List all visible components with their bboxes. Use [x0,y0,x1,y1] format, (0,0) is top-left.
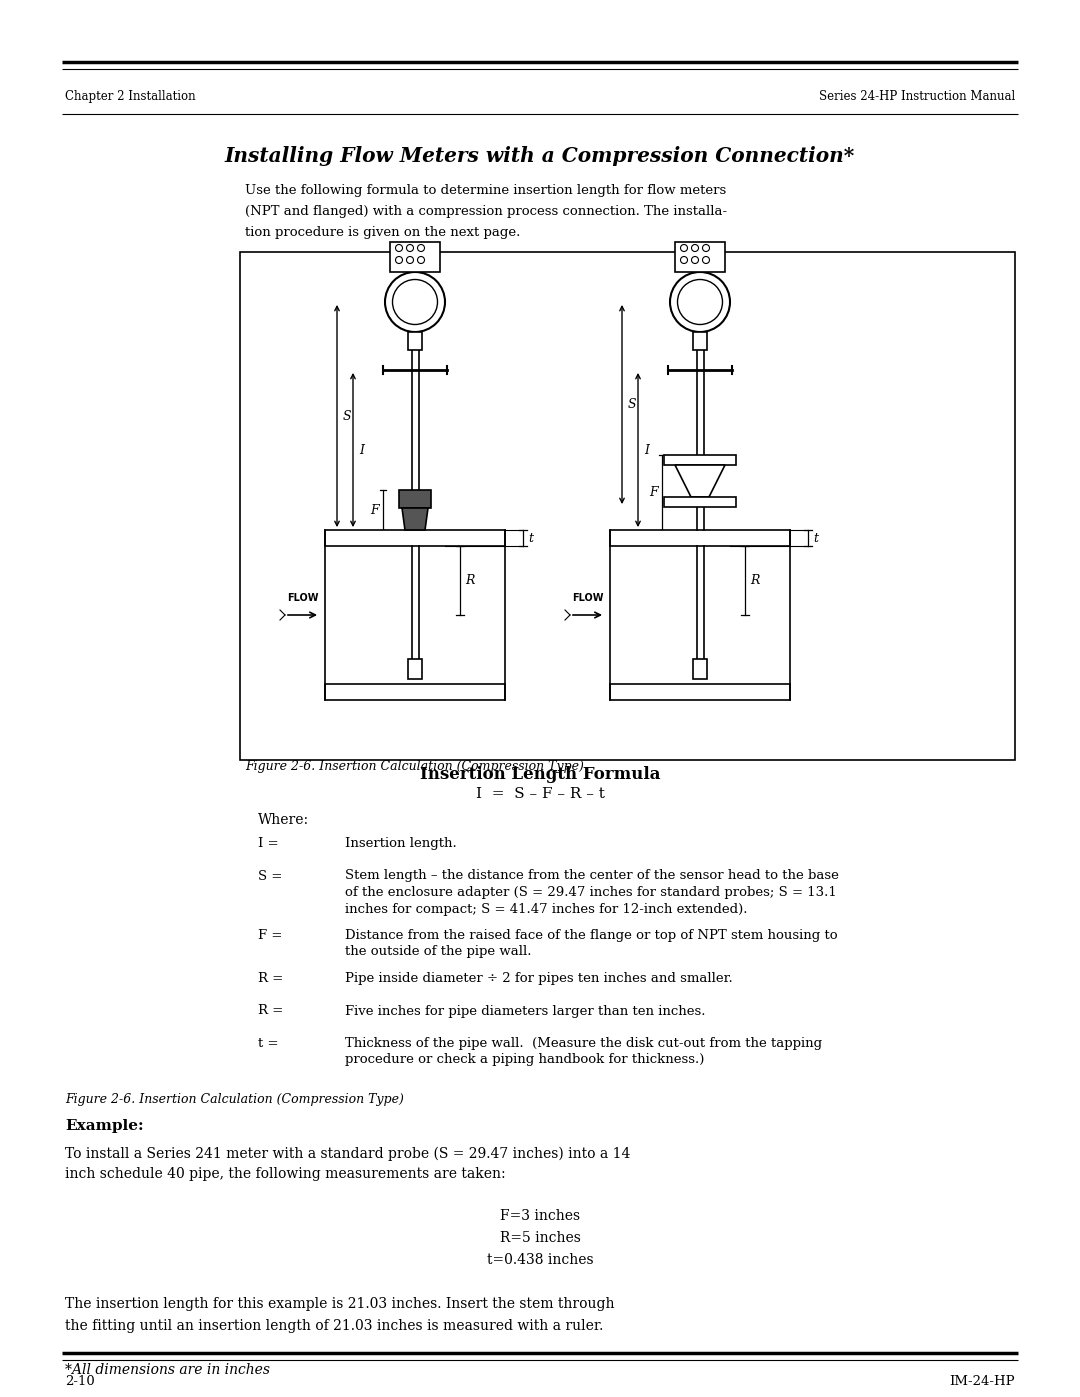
Bar [240,251,1015,760]
Text: F: F [649,486,658,499]
Text: t=0.438 inches: t=0.438 inches [487,1253,593,1267]
Text: *All dimensions are in inches: *All dimensions are in inches [65,1363,270,1377]
Bar [610,529,789,546]
Text: Use the following formula to determine insertion length for flow meters: Use the following formula to determine i… [245,184,726,197]
Circle shape [680,244,688,251]
Polygon shape [675,465,725,497]
Circle shape [395,244,403,251]
Text: R: R [750,574,759,587]
Text: R: R [465,574,474,587]
Bar [664,455,735,465]
Bar [693,332,707,351]
Circle shape [418,244,424,251]
Bar [399,490,431,509]
Text: F: F [370,503,379,517]
Text: Thickness of the pipe wall.  (Measure the disk cut-out from the tapping: Thickness of the pipe wall. (Measure the… [345,1037,822,1051]
Text: inch schedule 40 pipe, the following measurements are taken:: inch schedule 40 pipe, the following mea… [65,1166,505,1180]
Circle shape [702,257,710,264]
Bar [610,685,789,700]
Text: FLOW: FLOW [287,592,319,604]
Text: S: S [343,409,352,422]
Text: of the enclosure adapter (S = 29.47 inches for standard probes; S = 13.1: of the enclosure adapter (S = 29.47 inch… [345,886,837,900]
Text: inches for compact; S = 41.47 inches for 12-inch extended).: inches for compact; S = 41.47 inches for… [345,902,747,915]
Text: FLOW: FLOW [571,592,604,604]
Text: IM-24-HP: IM-24-HP [949,1375,1015,1389]
Text: Example:: Example: [65,1119,144,1133]
Circle shape [680,257,688,264]
Bar [675,242,725,272]
Circle shape [406,257,414,264]
Text: procedure or check a piping handbook for thickness.): procedure or check a piping handbook for… [345,1053,704,1066]
Text: R=5 inches: R=5 inches [500,1231,580,1245]
Text: Where:: Where: [258,813,309,827]
Text: S: S [627,398,636,411]
Text: To install a Series 241 meter with a standard probe (S = 29.47 inches) into a 14: To install a Series 241 meter with a sta… [65,1147,631,1161]
Text: I =: I = [258,837,279,849]
Bar [408,332,422,351]
Text: I: I [644,443,649,457]
Text: Installing Flow Meters with a Compression Connection*: Installing Flow Meters with a Compressio… [225,147,855,166]
Text: R =: R = [258,1004,283,1017]
Text: the outside of the pipe wall.: the outside of the pipe wall. [345,946,531,958]
Text: Chapter 2 Installation: Chapter 2 Installation [65,89,195,103]
Text: Five inches for pipe diameters larger than ten inches.: Five inches for pipe diameters larger th… [345,1004,705,1017]
Text: 2-10: 2-10 [65,1375,95,1389]
Circle shape [384,272,445,332]
Text: tion procedure is given on the next page.: tion procedure is given on the next page… [245,226,521,239]
Text: Pipe inside diameter ÷ 2 for pipes ten inches and smaller.: Pipe inside diameter ÷ 2 for pipes ten i… [345,972,732,985]
Text: Series 24-HP Instruction Manual: Series 24-HP Instruction Manual [819,89,1015,103]
Circle shape [691,257,699,264]
Text: I: I [359,443,364,457]
Text: I  =  S – F – R – t: I = S – F – R – t [475,787,605,800]
Circle shape [670,272,730,332]
Text: t: t [528,531,534,545]
Bar [408,659,422,679]
Text: S =: S = [258,869,282,883]
Text: Insertion length.: Insertion length. [345,837,457,849]
Circle shape [406,244,414,251]
Polygon shape [402,509,428,529]
Text: the fitting until an insertion length of 21.03 inches is measured with a ruler.: the fitting until an insertion length of… [65,1319,604,1333]
Text: t: t [813,531,818,545]
Circle shape [395,257,403,264]
Text: Distance from the raised face of the flange or top of NPT stem housing to: Distance from the raised face of the fla… [345,929,838,942]
Circle shape [677,279,723,324]
Circle shape [702,244,710,251]
Bar [693,659,707,679]
Text: (NPT and flanged) with a compression process connection. The installa-: (NPT and flanged) with a compression pro… [245,205,727,218]
Text: F=3 inches: F=3 inches [500,1208,580,1222]
Circle shape [418,257,424,264]
Circle shape [691,244,699,251]
Bar [325,529,505,546]
Bar [664,497,735,507]
Text: F =: F = [258,929,282,942]
Text: The insertion length for this example is 21.03 inches. Insert the stem through: The insertion length for this example is… [65,1296,615,1310]
Text: Stem length – the distance from the center of the sensor head to the base: Stem length – the distance from the cent… [345,869,839,883]
Text: R =: R = [258,972,283,985]
Text: t =: t = [258,1037,279,1051]
Text: Insertion Length Formula: Insertion Length Formula [420,766,660,782]
Text: Figure 2-6. Insertion Calculation (Compression Type): Figure 2-6. Insertion Calculation (Compr… [65,1092,404,1106]
Text: Figure 2-6. Insertion Calculation (Compression Type): Figure 2-6. Insertion Calculation (Compr… [245,760,584,773]
Bar [325,685,505,700]
Circle shape [392,279,437,324]
Bar [390,242,440,272]
